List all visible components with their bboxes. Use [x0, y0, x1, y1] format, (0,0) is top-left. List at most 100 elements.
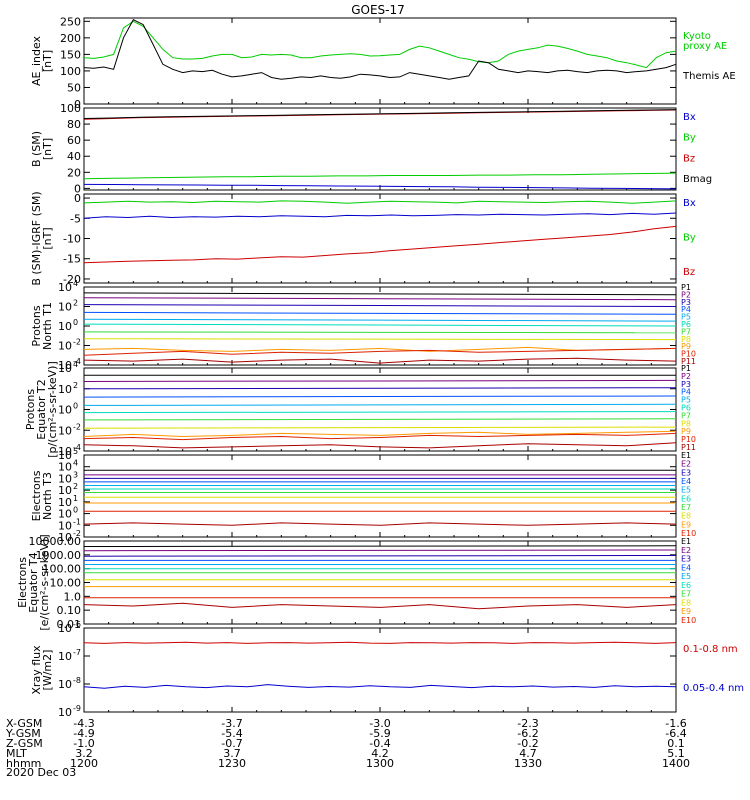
series-p5: [83, 403, 677, 406]
legend-e9: E9: [681, 607, 691, 616]
legend-e5: E5: [681, 486, 691, 495]
y-tick-label: -20: [63, 273, 81, 286]
ephemeris-value: 3.7: [223, 747, 241, 760]
ephemeris-value: 1200: [70, 757, 98, 770]
series-p9: [83, 346, 677, 352]
y-tick-exponent: -9: [73, 704, 81, 713]
series-p2: [83, 297, 677, 301]
legend-p2: P2: [681, 290, 691, 299]
y-tick-label: -15: [63, 253, 81, 266]
series-p7: [83, 331, 677, 334]
y-tick-exponent: -2: [73, 422, 81, 431]
y-tick-label: 10: [58, 362, 72, 375]
y-axis-label-line: Protons: [24, 389, 37, 430]
legend-p1: P1: [681, 283, 691, 292]
ephemeris-value: 5.1: [667, 747, 685, 760]
y-tick-exponent: 2: [73, 482, 78, 491]
legend-entry: Kyoto: [683, 31, 711, 42]
y-tick-label: 0.01: [57, 618, 82, 631]
legend-e10: E10: [681, 529, 696, 538]
series-p11: [83, 442, 677, 449]
panel-frame: [83, 193, 677, 284]
y-axis-label: ElectronsNorth T3: [30, 470, 54, 521]
series-0-05-0-4-nm: [83, 684, 677, 689]
y-axis-label-line: AE_index: [30, 35, 43, 86]
legend-p10: P10: [681, 350, 696, 359]
y-tick-label: 1.0: [64, 590, 82, 603]
y-tick-exponent: -8: [73, 676, 81, 685]
legend-p3: P3: [681, 380, 691, 389]
ephemeris-value: -1.6: [665, 717, 686, 730]
ephemeris-value: 1230: [218, 757, 246, 770]
y-axis-label: Xray flux[W/m2]: [30, 645, 54, 695]
ephemeris-value: -1.0: [73, 737, 94, 750]
legend-p4: P4: [681, 305, 691, 314]
series-p4: [83, 395, 677, 398]
legend-entry: Bx: [683, 198, 696, 209]
y-tick-label: 10: [58, 404, 72, 417]
y-axis-label-line: [nT]: [41, 50, 54, 72]
y-axis-label-line: Equator T4: [27, 552, 40, 612]
series-p2: [83, 379, 677, 382]
y-axis-label-line: [e/(cm²-s-sr-keV)]: [38, 534, 51, 630]
y-tick-exponent: -2: [73, 529, 81, 538]
legend-p8: P8: [681, 419, 691, 428]
y-tick-exponent: 4: [73, 360, 78, 369]
y-tick-label: 10: [58, 449, 72, 462]
y-tick-label: 10: [58, 301, 72, 314]
y-tick-label: 10: [58, 496, 72, 509]
y-tick-label: 80: [67, 118, 81, 131]
legend-entry: Bx: [683, 112, 696, 123]
y-axis-label-line: North T1: [41, 302, 54, 350]
series-p4: [83, 311, 677, 315]
series-kyoto-proxy-ae: [83, 20, 677, 69]
legend-p9: P9: [681, 342, 691, 351]
legend-entry: By: [683, 233, 696, 244]
y-tick-label: 0: [74, 182, 81, 195]
series-bx: [83, 183, 677, 190]
legend-entry: Bz: [683, 267, 695, 278]
series-p10: [83, 432, 677, 441]
series-bmag: [83, 109, 677, 119]
ephemeris-label: X-GSM: [6, 717, 42, 730]
y-axis-label: B (SM)[nT]: [30, 131, 54, 167]
ephemeris-label: Z-GSM: [6, 737, 43, 750]
ephemeris-value: 4.2: [371, 747, 389, 760]
y-axis-label-line: [nT]: [41, 138, 54, 160]
series-p3: [83, 304, 677, 307]
ephemeris-value: 3.2: [75, 747, 93, 760]
y-axis-label: ElectronsEquator T4[e/(cm²-s-sr-keV)]: [16, 534, 51, 630]
y-tick-exponent: 2: [73, 299, 78, 308]
y-tick-label: 10: [58, 519, 72, 532]
legend-p5: P5: [681, 396, 691, 405]
ephemeris-value: -4.9: [73, 727, 94, 740]
series-p9: [83, 430, 677, 438]
y-axis-label-line: B (SM)-IGRF (SM): [30, 191, 43, 285]
legend-e8: E8: [681, 512, 691, 521]
y-axis-label-line: North T3: [41, 472, 54, 520]
y-tick-label: 0: [74, 192, 81, 205]
y-tick-exponent: 4: [73, 279, 78, 288]
legend-p6: P6: [681, 320, 691, 329]
y-tick-label: 200: [60, 32, 81, 45]
legend-p1: P1: [681, 364, 691, 373]
legend-p2: P2: [681, 372, 691, 381]
y-tick-label: 10: [58, 281, 72, 294]
y-tick-label: 10: [58, 320, 72, 333]
legend-e1: E1: [681, 451, 691, 460]
panel-bsm: 0 20 40 60 80 100 B (SM)[nT] Bx By Bz Bmag: [30, 102, 712, 195]
y-tick-label: 10: [58, 678, 72, 691]
y-tick-exponent: 0: [73, 402, 78, 411]
series-e3: [83, 555, 677, 557]
y-tick-label: 250: [60, 15, 81, 28]
y-axis-label-line: [nT]: [41, 227, 54, 249]
y-tick-label: 10: [58, 508, 72, 521]
series-p7: [83, 418, 677, 421]
series-p11: [83, 357, 677, 364]
legend-e10: E10: [681, 616, 696, 625]
y-tick-label: 10.00: [50, 577, 82, 590]
